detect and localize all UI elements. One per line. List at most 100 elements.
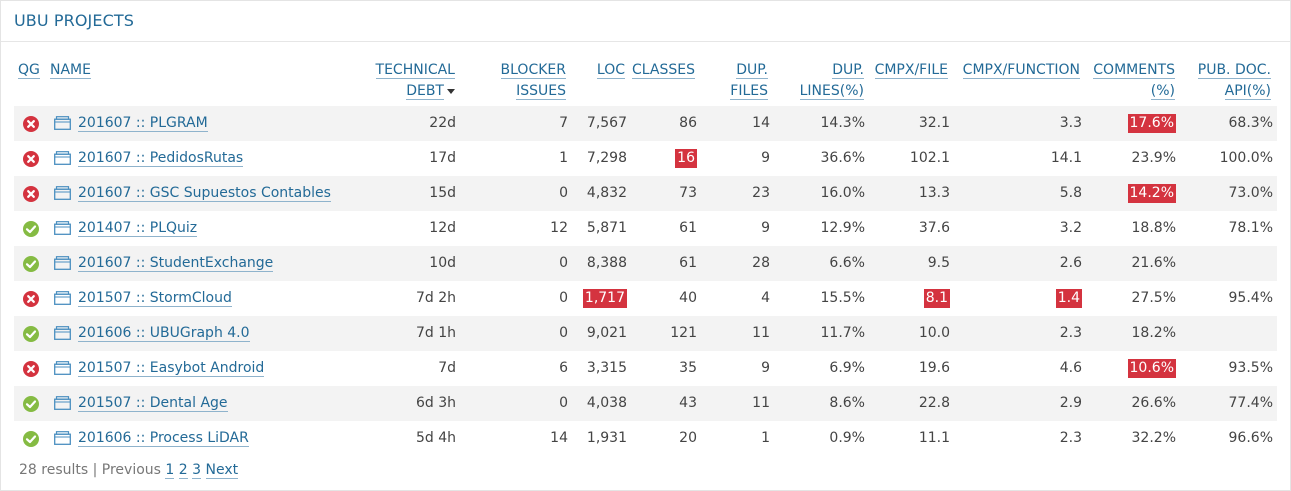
project-link[interactable]: 201607 :: GSC Supuestos Contables: [78, 176, 331, 211]
cell-classes: 16: [630, 141, 697, 176]
cell-loc: 7,567: [570, 106, 627, 141]
project-link[interactable]: 201507 :: Easybot Android: [78, 351, 265, 386]
cell-dup-files: 9: [700, 351, 770, 386]
check-icon: [23, 256, 39, 272]
table-row: 201607 :: PLGRAM 22d 7 7,567 86 14 14.3% 32.1 3.…: [14, 106, 1277, 141]
project-icon: [54, 256, 71, 270]
cell-technical-debt-value: 15d: [429, 185, 456, 201]
project-name[interactable]: 201507 :: Easybot Android: [78, 360, 265, 377]
header-comments[interactable]: COMMENTS (%): [1093, 62, 1175, 100]
header-qg[interactable]: QG: [18, 62, 40, 79]
cell-loc: 3,315: [570, 351, 627, 386]
cell-dup-files: 9: [700, 211, 770, 246]
next-page-link[interactable]: Next: [205, 462, 239, 479]
cell-loc-value: 8,388: [586, 255, 627, 271]
cell-pub-doc-api-value: 77.4%: [1228, 395, 1273, 411]
cell-pub-doc-api-value: 100.0%: [1219, 150, 1273, 166]
cell-comments: 17.6%: [1085, 106, 1176, 141]
cell-pub-doc-api: 78.1%: [1185, 211, 1273, 246]
error-icon: [23, 186, 39, 202]
cell-pub-doc-api: 93.5%: [1185, 351, 1273, 386]
cell-technical-debt: 5d 4h: [360, 421, 456, 456]
header-pub-doc-api[interactable]: PUB. DOC. API(%): [1197, 62, 1271, 100]
page-link-2[interactable]: 2: [178, 462, 188, 479]
cell-cmpx-function: 3.3: [960, 106, 1082, 141]
table-row: 201407 :: PLQuiz 12d 12 5,871 61 9 12.9% 37.6 3.…: [14, 211, 1277, 246]
cell-dup-files: 23: [700, 176, 770, 211]
cell-loc-value: 4,038: [586, 395, 627, 411]
project-link[interactable]: 201507 :: StormCloud: [78, 281, 232, 316]
header-name[interactable]: NAME: [50, 62, 91, 79]
header-cmpx-file[interactable]: CMPX/FILE: [874, 62, 948, 79]
cell-classes-value: 121: [670, 325, 697, 341]
project-name[interactable]: 201507 :: Dental Age: [78, 395, 228, 412]
header-dup-files[interactable]: DUP. FILES: [730, 62, 768, 100]
project-name[interactable]: 201607 :: StudentExchange: [78, 255, 274, 272]
cell-technical-debt: 7d 1h: [360, 316, 456, 351]
header-blocker-issues[interactable]: BLOCKER ISSUES: [500, 62, 566, 100]
project-name[interactable]: 201607 :: PedidosRutas: [78, 150, 244, 167]
cell-cmpx-function-value: 14.1: [1050, 150, 1082, 166]
cell-cmpx-function: 4.6: [960, 351, 1082, 386]
cell-blocker-issues: 7: [480, 106, 568, 141]
cell-comments: 26.6%: [1085, 386, 1176, 421]
cell-dup-files: 14: [700, 106, 770, 141]
cell-cmpx-function-value: 1.4: [1055, 289, 1082, 308]
page-link-3[interactable]: 3: [192, 462, 202, 479]
cell-dup-lines: 14.3%: [780, 106, 865, 141]
cell-comments-value: 26.6%: [1131, 395, 1176, 411]
cell-blocker-issues: 0: [480, 176, 568, 211]
cell-dup-lines: 0.9%: [780, 421, 865, 456]
project-link[interactable]: 201607 :: StudentExchange: [78, 246, 274, 281]
project-link[interactable]: 201407 :: PLQuiz: [78, 211, 198, 246]
cell-dup-files-value: 1: [761, 430, 770, 446]
project-name[interactable]: 201606 :: UBUGraph 4.0: [78, 325, 250, 342]
cell-dup-lines-value: 12.9%: [820, 220, 865, 236]
cell-classes: 61: [630, 246, 697, 281]
cell-loc-value: 7,567: [586, 115, 627, 131]
cell-loc: 7,298: [570, 141, 627, 176]
header-loc[interactable]: LOC: [596, 62, 625, 79]
cell-technical-debt: 12d: [360, 211, 456, 246]
project-icon: [54, 396, 71, 410]
page-link-1[interactable]: 1: [165, 462, 175, 479]
header-technical-debt[interactable]: TECHNICAL DEBT: [375, 62, 455, 100]
project-name[interactable]: 201507 :: StormCloud: [78, 290, 232, 307]
project-name[interactable]: 201407 :: PLQuiz: [78, 220, 198, 237]
error-icon: [23, 151, 39, 167]
cell-dup-files: 11: [700, 316, 770, 351]
cell-dup-lines: 36.6%: [780, 141, 865, 176]
cell-classes: 73: [630, 176, 697, 211]
cell-loc: 4,038: [570, 386, 627, 421]
project-name[interactable]: 201607 :: PLGRAM: [78, 115, 208, 132]
table-row: 201507 :: StormCloud 7d 2h 0 1,717 40 4 15.5% 8…: [14, 281, 1277, 316]
project-link[interactable]: 201607 :: PLGRAM: [78, 106, 208, 141]
cell-dup-files-value: 23: [752, 185, 770, 201]
cell-cmpx-function: 3.2: [960, 211, 1082, 246]
cell-technical-debt-value: 7d 2h: [415, 290, 456, 306]
cell-loc-value: 7,298: [586, 150, 627, 166]
cell-cmpx-file-value: 9.5: [927, 255, 950, 271]
project-name[interactable]: 201606 :: Process LiDAR: [78, 430, 249, 447]
cell-cmpx-function-value: 2.9: [1059, 395, 1082, 411]
project-link[interactable]: 201606 :: UBUGraph 4.0: [78, 316, 250, 351]
project-link[interactable]: 201606 :: Process LiDAR: [78, 421, 249, 456]
header-dup-lines[interactable]: DUP. LINES(%): [799, 62, 864, 100]
cell-cmpx-file: 10.0: [870, 316, 950, 351]
cell-pub-doc-api: 73.0%: [1185, 176, 1273, 211]
cell-blocker-issues: 12: [480, 211, 568, 246]
cell-classes: 20: [630, 421, 697, 456]
project-link[interactable]: 201507 :: Dental Age: [78, 386, 228, 421]
cell-technical-debt: 10d: [360, 246, 456, 281]
header-classes[interactable]: CLASSES: [632, 62, 695, 79]
cell-pub-doc-api: 68.3%: [1185, 106, 1273, 141]
cell-loc-value: 3,315: [586, 360, 627, 376]
project-name[interactable]: 201607 :: GSC Supuestos Contables: [78, 185, 331, 202]
project-link[interactable]: 201607 :: PedidosRutas: [78, 141, 244, 176]
project-icon: [54, 186, 71, 200]
cell-dup-files: 28: [700, 246, 770, 281]
header-cmpx-function[interactable]: CMPX/FUNCTION: [962, 62, 1080, 79]
cell-cmpx-file-value: 102.1: [909, 150, 950, 166]
project-icon: [54, 431, 71, 445]
cell-cmpx-file: 32.1: [870, 106, 950, 141]
